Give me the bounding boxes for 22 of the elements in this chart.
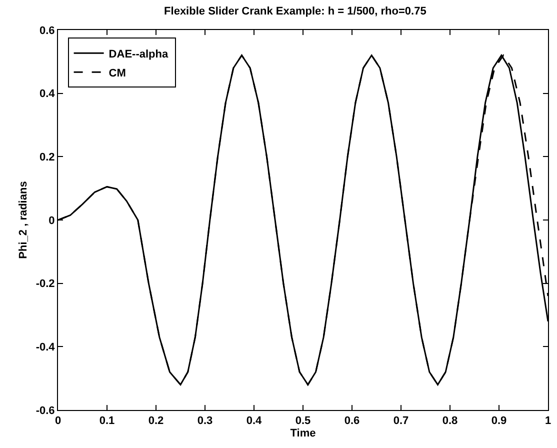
legend-label: CM xyxy=(108,67,126,80)
y-tick-label: 0.2 xyxy=(40,152,55,164)
y-tick-label: -0.6 xyxy=(36,404,55,417)
y-tick-label: -0.2 xyxy=(36,278,55,290)
x-tick-label: 0.6 xyxy=(344,415,360,428)
x-tick-label: 0.4 xyxy=(246,415,263,428)
x-tick-label: 0.9 xyxy=(491,415,507,428)
x-axis-title: Time xyxy=(290,427,316,440)
y-tick-label: -0.4 xyxy=(36,342,56,354)
y-tick-label: 0 xyxy=(48,214,55,227)
x-tick-label: 0.2 xyxy=(148,415,164,428)
x-tick-label: 0.3 xyxy=(197,415,213,428)
y-tick-label: 0.4 xyxy=(40,88,56,100)
y-tick-label: 0.6 xyxy=(40,24,55,37)
x-tick-label: 0.5 xyxy=(295,415,311,428)
x-tick-label: 1 xyxy=(544,415,552,428)
x-tick-label: 0.7 xyxy=(393,415,409,428)
x-tick-label: 0.8 xyxy=(442,415,458,428)
x-tick-label: 0.1 xyxy=(99,415,115,428)
legend-label: DAE--alpha xyxy=(108,48,169,60)
chart-title: Flexible Slider Crank Example: h = 1/500, rho=0.75 xyxy=(164,5,426,18)
y-axis-title: Phi_2 , radians xyxy=(17,181,30,259)
